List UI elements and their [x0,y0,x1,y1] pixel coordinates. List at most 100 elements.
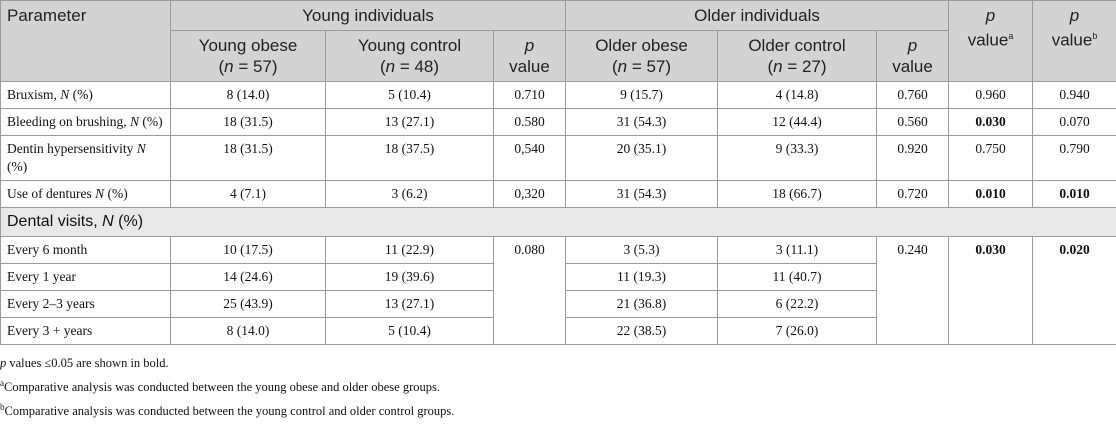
footnote: bComparative analysis was conducted betw… [0,397,1116,421]
superscript: b [1092,31,1098,41]
table-cell: 0.080 [493,236,566,345]
section-label: Dental visits, N (%) [0,207,1116,237]
header-cell: Older control (n = 27) [717,30,877,82]
header-cell: Young individuals [170,0,566,31]
table-cell: 3 (11.1) [717,236,877,264]
superscript: a [1008,31,1014,41]
table-row: Use of dentures N (%) 4 (7.1) 3 (6.2) 0,320… [0,180,1116,208]
table-cell: 4 (14.8) [717,81,877,109]
text: = 57) [233,57,278,76]
table-cell: 10 (17.5) [170,236,326,264]
header-row: Young obese (n = 57) Young control (n = 48)… [1,30,1116,82]
table-cell: 0,320 [493,180,566,208]
table-row: Every 3 + years 8 (14.0) 5 (10.4) 22 (38.5)… [0,317,1116,345]
superscript: b [0,402,5,413]
table-cell: 0.790 [1032,135,1116,181]
data-table: Parameter Young individuals Older individu… [0,0,1116,345]
table-cell: 0.580 [493,108,566,136]
text: ( [379,57,386,76]
table-row: Bruxism, N (%) 8 (14.0) 5 (10.4) 0.710 9 (15… [0,81,1116,109]
table-cell: 0.920 [875,135,950,181]
header-cell: p value [493,30,566,82]
table-cell: 14 (24.6) [170,263,326,291]
table-cell: 18 (31.5) [170,135,326,181]
footnotes: p values ≤0.05 are shown in bold. aCompar… [0,353,1116,421]
italic-text: p [1069,6,1080,25]
table-cell: 31 (54.3) [565,180,718,208]
italic-text: N [60,87,70,102]
italic-text: n [224,57,234,76]
text: Bruxism, [7,87,61,102]
header-cell: Older obese (n = 57) [565,30,718,82]
italic-text: N [136,141,146,156]
table-row: Bleeding on brushing, N (%) 18 (31.5) 13 (… [0,108,1116,136]
italic-text: n [617,57,628,76]
text: Dental visits, [7,213,103,230]
footnote: p values ≤0.05 are shown in bold. [0,353,1116,373]
italic-text: p [524,36,535,55]
superscript: a [0,378,4,388]
text: value [509,57,550,76]
text: Comparative analysis was conducted betwe… [4,380,440,395]
text: Bleeding on brushing, [7,114,130,129]
table-cell: 13 (27.1) [325,290,494,318]
table-cell: 11 (40.7) [717,263,877,291]
row-label: Bruxism, N (%) [0,81,171,109]
table-cell: 25 (43.9) [170,290,326,318]
row-label: Every 6 month [0,236,171,264]
table-row: Every 6 month 10 (17.5) 11 (22.9) 0.080 3 (5… [0,236,1116,345]
italic-text: n [773,57,783,76]
footnote: aComparative analysis was conducted betw… [0,373,1116,397]
header-cell: p valueb [1032,0,1116,82]
header-cell: Older individuals [564,0,950,31]
table-cell: 0.240 [875,236,950,345]
table-cell: 8 (14.0) [170,317,326,345]
text: = 27) [782,57,827,76]
table-cell: 0.030 [948,108,1034,136]
table-cell: 0.760 [875,81,950,109]
table-cell: 20 (35.1) [565,135,718,181]
table-cell: 8 (14.0) [170,81,326,109]
header-cell: Young obese (n = 57) [170,30,326,82]
table-cell: 3 (6.2) [325,180,494,208]
row-label: Use of dentures N (%) [0,180,171,208]
table-cell: 3 (5.3) [565,236,718,264]
text: (%) [69,87,93,102]
italic-text: N [130,114,140,129]
table-cell: 5 (10.4) [325,81,494,109]
text: Young control [357,36,462,55]
header-cell: Parameter [0,0,171,82]
table-cell: 0.030 [948,236,1034,345]
text: Use of dentures [7,186,96,201]
table-cell: 0.020 [1032,236,1116,345]
italic-text: N [95,186,105,201]
text: value [967,30,1009,50]
text: ( [767,57,774,76]
table-cell: 18 (37.5) [325,135,494,181]
text: = 48) [395,57,440,76]
table-figure: Parameter Young individuals Older individu… [0,0,1116,421]
text: values ≤0.05 are shown in bold. [6,356,169,370]
italic-text: p [907,36,918,55]
text: = 57) [627,57,672,76]
text: value [1051,30,1093,50]
text: Young obese [198,36,298,55]
row-label: Every 1 year [0,263,171,291]
header-cell: p value [875,30,950,82]
text: ( [218,57,225,76]
italic-text: p [985,6,996,25]
table-cell: 5 (10.4) [325,317,494,345]
text: (%) [113,213,144,230]
text: ( [611,57,618,76]
table-cell: 19 (39.6) [325,263,494,291]
table-cell: 12 (44.4) [717,108,877,136]
header-cell: p valuea [948,0,1034,82]
table-cell: 0.010 [1032,180,1116,208]
row-label: Every 3 + years [0,317,171,345]
header-cell: Young control (n = 48) [325,30,494,82]
section-row: Dental visits, N (%) [0,207,1116,237]
text: Dentin hypersensitivity [7,141,137,156]
table-cell: 0.750 [948,135,1034,181]
row-label: Every 2–3 years [0,290,171,318]
